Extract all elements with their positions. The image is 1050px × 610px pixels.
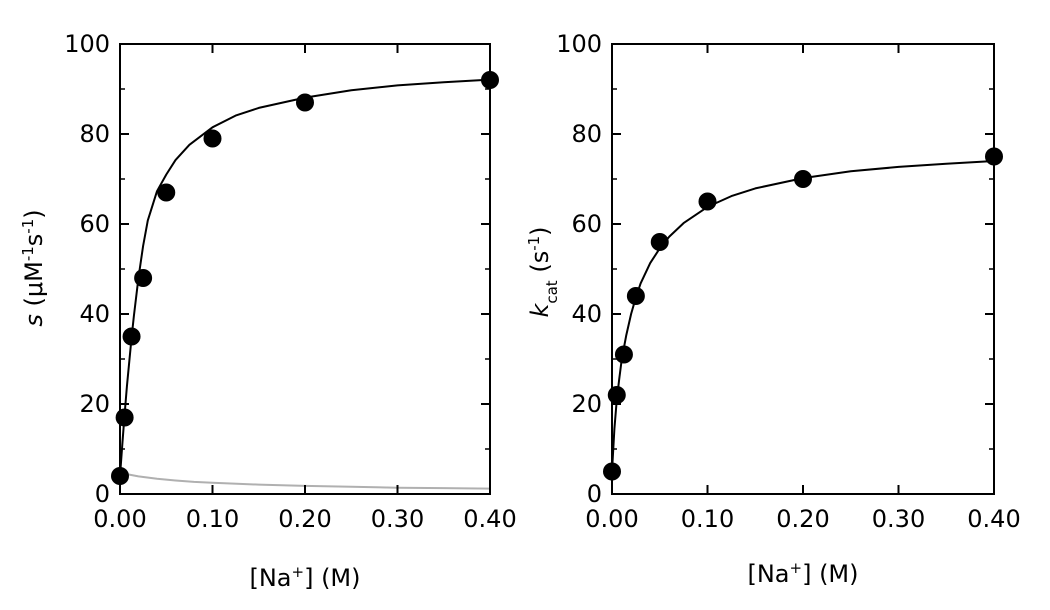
data-point — [698, 192, 717, 211]
data-point — [296, 93, 314, 112]
data-point — [603, 462, 621, 481]
y-tick-label: 80 — [571, 120, 602, 148]
y-axis-title: kcat (s-1) — [525, 226, 561, 317]
data-point — [985, 147, 1003, 166]
y-axis-title: s (μM-1s-1) — [19, 209, 48, 326]
ticks-layer: 0 20 40 60 80 100 0.00 0.10 0.20 0.30 0.40 — [556, 30, 1021, 533]
fit-layer — [611, 160, 995, 472]
y-tick-label: 20 — [79, 390, 110, 418]
x-tick-label: 0.20 — [278, 505, 331, 533]
data-point — [203, 129, 222, 148]
x-tick-label: 0.30 — [872, 505, 925, 533]
data-point — [134, 269, 153, 287]
points-layer — [111, 71, 499, 485]
x-tick-label: 0.10 — [186, 505, 239, 533]
y-tick-label: 20 — [571, 390, 602, 418]
data-point — [614, 345, 633, 364]
x-tick-label: 0.00 — [93, 505, 146, 533]
fit-layer — [119, 78, 491, 490]
panel-kcat: 0 20 40 60 80 100 0.00 0.10 0.20 0.30 0.40 kcat (s… — [525, 30, 1021, 588]
y-tick-label: 60 — [571, 210, 602, 238]
plot-frame — [611, 43, 995, 495]
x-tick-label: 0.20 — [776, 505, 829, 533]
points-layer — [603, 147, 1003, 481]
y-tick-label: 0 — [95, 480, 110, 508]
fit-curve-2 — [119, 472, 491, 490]
data-point — [626, 287, 645, 305]
y-tick-label: 80 — [79, 120, 110, 148]
data-point — [157, 183, 176, 202]
y-tick-label: 40 — [571, 300, 602, 328]
data-point — [122, 327, 141, 346]
y-tick-label: 40 — [79, 300, 110, 328]
y-tick-label: 100 — [556, 30, 602, 58]
y-tick-label: 0 — [587, 480, 602, 508]
y-tick-label: 60 — [79, 210, 110, 238]
x-tick-label: 0.40 — [463, 505, 516, 533]
x-tick-label: 0.30 — [371, 505, 424, 533]
x-axis-title: [Na+] (M) — [747, 559, 858, 588]
y-tick-label: 100 — [64, 30, 110, 58]
data-point — [607, 386, 626, 404]
fit-curve-1 — [119, 78, 491, 477]
fit-curve-1 — [611, 160, 995, 472]
data-point — [111, 467, 129, 485]
x-tick-label: 0.00 — [585, 505, 638, 533]
data-point — [481, 71, 499, 89]
ticks-layer: 0 20 40 60 80 100 0.00 0.10 0.20 0.30 0.40 — [64, 30, 517, 533]
data-point — [650, 233, 669, 251]
data-point — [794, 170, 812, 188]
x-tick-label: 0.40 — [967, 505, 1020, 533]
x-tick-label: 0.10 — [681, 505, 734, 533]
x-axis-title: [Na+] (M) — [249, 563, 360, 592]
data-point — [115, 408, 134, 427]
panel-specificity: 0 20 40 60 80 100 0.00 0.10 0.20 0.30 0.40 s (μM-1… — [19, 30, 517, 592]
